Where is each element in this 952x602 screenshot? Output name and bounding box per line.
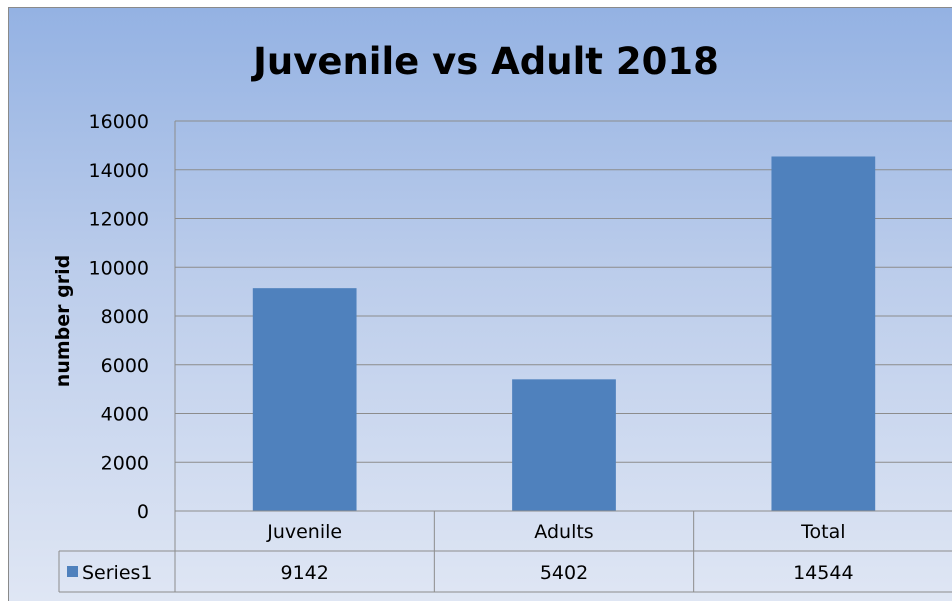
y-tick-label: 4000 bbox=[101, 404, 149, 426]
y-axis-ticks: 0 2000 4000 6000 8000 10000 12000 14000 16000 bbox=[89, 111, 149, 523]
bars bbox=[252, 156, 876, 512]
y-tick-label: 2000 bbox=[101, 452, 149, 474]
y-tick-label: 16000 bbox=[89, 111, 149, 133]
bar bbox=[252, 288, 357, 511]
data-table-value: 5402 bbox=[540, 562, 588, 584]
y-tick-label: 14000 bbox=[89, 160, 149, 182]
category-label: Total bbox=[800, 521, 845, 543]
legend-swatch bbox=[67, 566, 78, 577]
data-table-value: 14544 bbox=[793, 562, 853, 584]
y-axis-label: number grid bbox=[52, 255, 74, 387]
data-table: Juvenile Adults Total 9142 5402 14544 Series1 bbox=[58, 510, 952, 593]
bar bbox=[512, 379, 616, 511]
category-label: Adults bbox=[534, 521, 593, 543]
y-tick-label: 12000 bbox=[89, 209, 149, 231]
legend-label: Series1 bbox=[82, 562, 153, 584]
chart-frame: Juvenile vs Adult 2018 number grid 0 2000… bbox=[8, 7, 952, 601]
category-label: Juvenile bbox=[266, 521, 342, 543]
y-tick-label: 8000 bbox=[101, 306, 149, 328]
y-tick-label: 0 bbox=[137, 501, 149, 523]
y-tick-label: 6000 bbox=[101, 355, 149, 377]
y-tick-label: 10000 bbox=[89, 257, 149, 279]
bar-chart: Juvenile vs Adult 2018 number grid 0 2000… bbox=[52, 40, 952, 593]
data-table-value: 9142 bbox=[280, 562, 328, 584]
chart-title: Juvenile vs Adult 2018 bbox=[250, 40, 719, 83]
bar bbox=[771, 156, 876, 512]
